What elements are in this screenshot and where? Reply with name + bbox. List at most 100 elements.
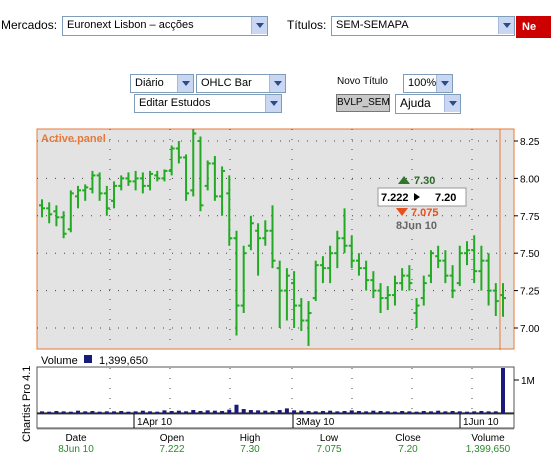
- help-select[interactable]: Ajuda: [395, 94, 461, 114]
- x-axis: 1Apr 10 3May 10 1Jun 10: [133, 414, 499, 428]
- tooltip-low: 7.075: [411, 207, 439, 219]
- new-button[interactable]: Ne: [516, 16, 551, 38]
- markets-select[interactable]: Euronext Lisbon – acções: [62, 16, 268, 36]
- ohlc-bar: [276, 260, 283, 328]
- ohlc-bar: [168, 145, 175, 176]
- tooltip-frame: [377, 187, 467, 207]
- volume-bar: [212, 410, 217, 413]
- volume-bar: [457, 411, 462, 413]
- volume-bar: [61, 411, 66, 413]
- volume-bar: [248, 410, 253, 413]
- ohlc-bar: [391, 275, 398, 306]
- volume-bar: [421, 411, 426, 413]
- volume-bar: [342, 411, 347, 413]
- footer-header: Close: [395, 433, 421, 444]
- chart-type-select[interactable]: OHLC Bar: [196, 74, 286, 93]
- volume-bar: [198, 411, 203, 413]
- volume-bar: [443, 411, 448, 413]
- markets-value: Euronext Lisbon – acções: [67, 19, 194, 31]
- ohlc-bar: [377, 283, 384, 314]
- volume-bar: [263, 410, 268, 413]
- chevron-down-icon[interactable]: [436, 75, 452, 92]
- ohlc-bar: [492, 283, 499, 317]
- ohlc-bar: [327, 245, 334, 284]
- symbol-button[interactable]: BVLP_SEM: [336, 94, 390, 112]
- footer-header: Date: [65, 433, 87, 444]
- volume-legend-value: 1,399,650: [99, 355, 148, 367]
- titles-select[interactable]: SEM-SEMAPA: [331, 16, 515, 36]
- ohlc-bar: [53, 205, 60, 227]
- ohlc-bars: [39, 129, 506, 346]
- volume-panel[interactable]: [36, 366, 515, 414]
- chartist-side-label: Chartist Pro 4.1: [21, 366, 33, 442]
- ohlc-bar: [175, 141, 182, 164]
- help-value: Ajuda: [400, 96, 431, 110]
- chevron-down-icon[interactable]: [444, 95, 460, 112]
- volume-bar: [90, 411, 95, 413]
- ohlc-bar: [89, 170, 96, 194]
- tooltip-date: 8Jun 10: [396, 220, 437, 232]
- volume-bar: [83, 411, 88, 413]
- zoom-value: 100%: [408, 77, 437, 89]
- chevron-down-icon[interactable]: [269, 75, 285, 92]
- y-tick-label: 7.50: [520, 249, 540, 260]
- ohlc-bar: [39, 199, 45, 218]
- ohlc-bar: [240, 245, 247, 314]
- volume-bar: [385, 411, 390, 413]
- ohlc-bar: [449, 265, 456, 299]
- volume-bar: [400, 411, 405, 413]
- volume-bar: [112, 411, 117, 413]
- ohlc-bar: [355, 253, 362, 276]
- ohlc-bar: [211, 155, 218, 201]
- ohlc-bar: [427, 250, 434, 284]
- volume-bar: [284, 408, 289, 413]
- ohlc-bar: [132, 170, 139, 191]
- volume-bar: [162, 410, 167, 413]
- ohlc-bar: [283, 268, 290, 321]
- chevron-down-icon[interactable]: [251, 17, 267, 34]
- down-arrow-icon: [396, 208, 408, 216]
- ohlc-bar: [456, 245, 463, 287]
- footer-header: Low: [320, 433, 339, 444]
- volume-bar: [119, 411, 124, 413]
- ohlc-bar: [204, 160, 211, 191]
- right-arrow-icon: [414, 193, 420, 201]
- volume-bar: [436, 410, 441, 413]
- ohlc-bar: [154, 170, 161, 182]
- y-tick-label: 7.00: [520, 324, 540, 335]
- volume-bar: [414, 411, 419, 413]
- volume-bar: [104, 411, 109, 413]
- ohlc-bar: [463, 241, 470, 266]
- footer-header: Volume: [471, 433, 505, 444]
- volume-bar: [472, 411, 477, 413]
- ohlc-bar: [226, 175, 233, 246]
- ohlc-bar: [269, 205, 276, 269]
- y-axis: 8.25 8.00 7.75 7.50 7.25 7.00: [514, 137, 540, 335]
- ohlc-bar: [139, 172, 146, 194]
- volume-bar: [256, 410, 261, 413]
- ohlc-bar: [406, 265, 413, 291]
- ohlc-bar: [341, 208, 348, 254]
- volume-bar: [479, 411, 484, 413]
- volume-bar: [205, 410, 210, 413]
- volume-bar: [68, 411, 73, 413]
- chevron-down-icon[interactable]: [177, 75, 193, 92]
- ohlc-bar: [197, 136, 204, 212]
- y-tick-label: 8.00: [520, 174, 540, 185]
- ohlc-bar: [190, 129, 197, 197]
- ohlc-bar: [413, 298, 420, 328]
- period-select[interactable]: Diário: [130, 74, 194, 93]
- ohlc-bar: [305, 301, 312, 346]
- zoom-select[interactable]: 100%: [403, 74, 453, 93]
- ohlc-bar: [485, 253, 492, 306]
- ohlc-bar: [291, 271, 298, 328]
- ohlc-bar: [103, 185, 110, 216]
- price-panel[interactable]: [36, 128, 515, 350]
- tooltip-open: 7.20: [435, 192, 456, 204]
- footer-header: High: [240, 433, 261, 444]
- chevron-down-icon[interactable]: [498, 17, 514, 34]
- chevron-down-icon[interactable]: [265, 95, 281, 112]
- ohlc-bar: [348, 235, 355, 269]
- volume-bar: [40, 411, 44, 413]
- studies-select[interactable]: Editar Estudos: [134, 94, 282, 113]
